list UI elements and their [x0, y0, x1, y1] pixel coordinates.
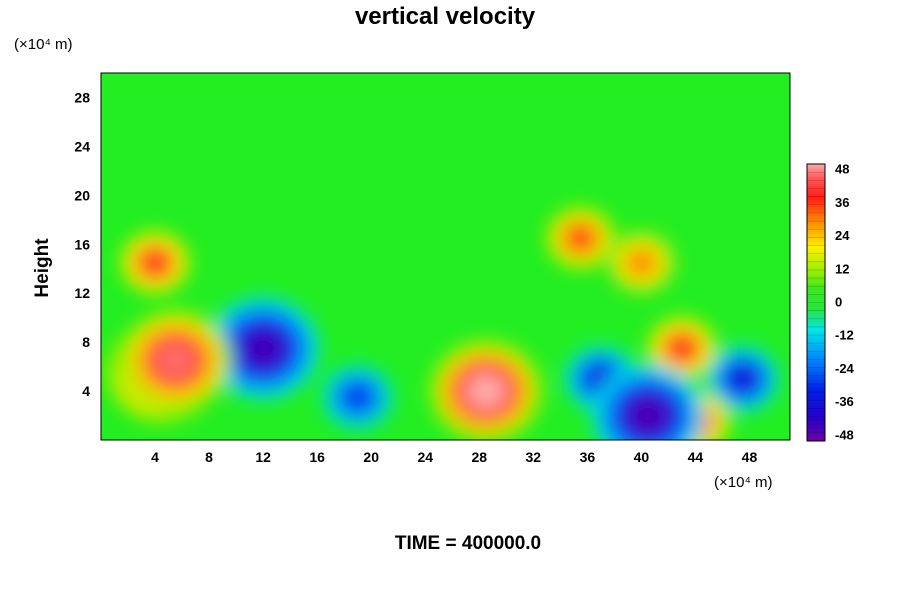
x-tick-12: 12 — [255, 449, 271, 465]
y-axis-unit: (×10⁴ m) — [14, 36, 73, 53]
y-ticks: 4 8 12 16 20 24 28 — [74, 89, 90, 399]
plot-frame — [100, 72, 791, 441]
field-blobs — [105, 205, 780, 440]
field-feature-1-layer-3 — [628, 250, 655, 275]
colorbar-tick-0: 0 — [835, 295, 842, 310]
chart-title: vertical velocity — [355, 3, 536, 30]
colorbar-tick-12: 12 — [835, 261, 849, 276]
colorbar-tick--12: -12 — [835, 328, 854, 343]
x-tick-28: 28 — [471, 449, 487, 465]
y-tick-12: 12 — [74, 285, 90, 301]
colorbar-tick-24: 24 — [835, 228, 850, 243]
x-tick-40: 40 — [634, 449, 650, 465]
colorbar-tick--36: -36 — [835, 394, 854, 409]
x-tick-8: 8 — [205, 449, 213, 465]
x-tick-48: 48 — [742, 449, 758, 465]
colorbar-ticks: 48 36 24 12 0 -12 -24 -36 -48 — [835, 162, 855, 443]
x-tick-16: 16 — [309, 449, 325, 465]
y-tick-28: 28 — [74, 89, 90, 105]
field-feature-4-layer-3 — [729, 366, 756, 391]
x-tick-36: 36 — [580, 449, 596, 465]
x-tick-32: 32 — [526, 449, 542, 465]
colorbar-tick-48: 48 — [835, 162, 849, 177]
colorbar — [806, 163, 826, 442]
field-feature-3-layer-3 — [567, 226, 594, 251]
field-feature-7-layer-3 — [141, 250, 169, 275]
x-tick-24: 24 — [417, 449, 433, 465]
x-tick-20: 20 — [363, 449, 379, 465]
y-tick-20: 20 — [74, 187, 90, 203]
y-axis-label: Height — [32, 238, 53, 298]
x-ticks: 4 8 12 16 20 24 28 32 36 40 44 48 — [151, 449, 757, 465]
colorbar-gradient — [806, 163, 826, 442]
y-tick-16: 16 — [74, 236, 90, 252]
field-feature-12-layer-3 — [465, 372, 507, 410]
field-feature-11-layer-3 — [627, 396, 669, 435]
y-tick-24: 24 — [74, 138, 90, 154]
field-feature-5-layer-3 — [668, 336, 696, 361]
y-tick-4: 4 — [82, 383, 90, 399]
x-tick-4: 4 — [151, 449, 159, 465]
x-axis-unit: (×10⁴ m) — [714, 474, 773, 491]
time-label: TIME = 400000.0 — [395, 533, 541, 554]
field-feature-10-layer-3 — [154, 341, 196, 380]
heatmap-field — [101, 73, 790, 440]
field-feature-0-layer-3 — [344, 385, 371, 410]
colorbar-tick-36: 36 — [835, 195, 849, 210]
field-feature-9-layer-3 — [242, 329, 284, 367]
colorbar-tick--48: -48 — [835, 427, 854, 442]
colorbar-tick--24: -24 — [835, 361, 855, 376]
x-tick-44: 44 — [688, 449, 704, 465]
y-tick-8: 8 — [82, 334, 90, 350]
